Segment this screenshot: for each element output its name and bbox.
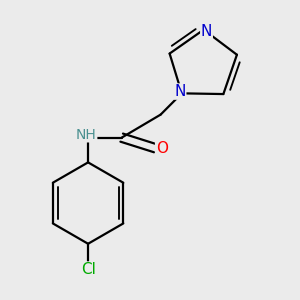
Text: Cl: Cl xyxy=(81,262,95,277)
Text: N: N xyxy=(201,24,212,39)
Text: N: N xyxy=(174,84,186,99)
Text: NH: NH xyxy=(76,128,97,142)
Text: O: O xyxy=(156,141,168,156)
